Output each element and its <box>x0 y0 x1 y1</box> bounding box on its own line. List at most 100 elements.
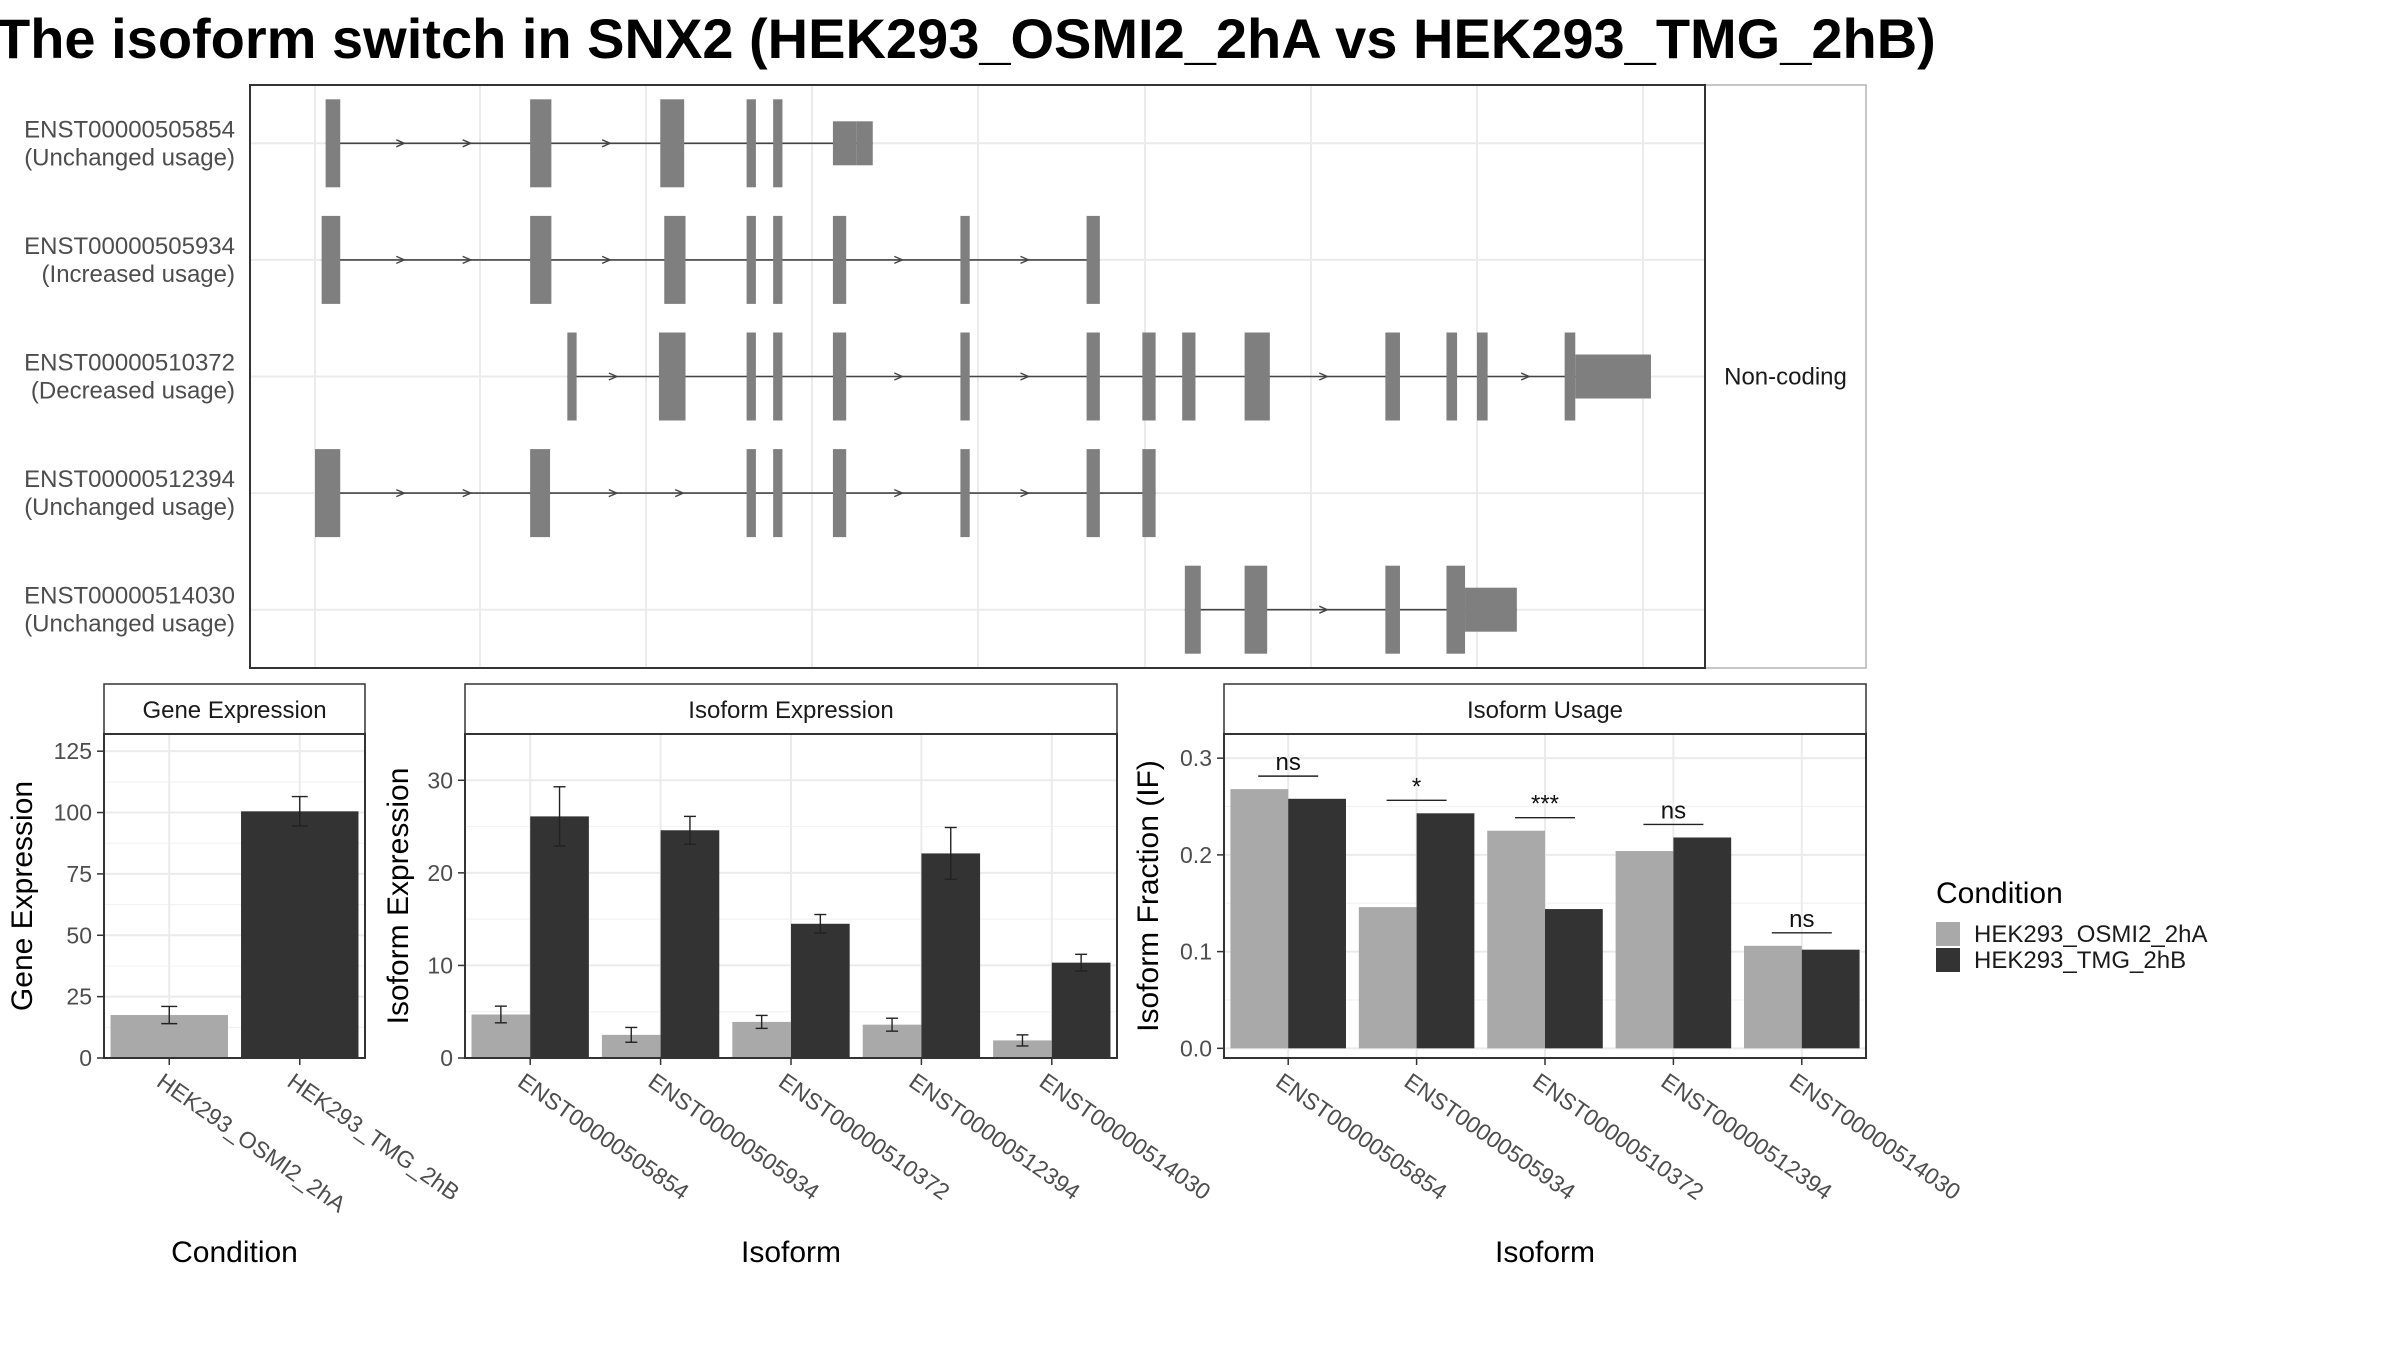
y-tick-label: 0.0 <box>1180 1035 1212 1061</box>
direction-arrow <box>894 255 905 265</box>
exon-block <box>832 449 847 538</box>
direction-arrow <box>674 488 685 498</box>
direction-arrow <box>1020 255 1031 265</box>
bar <box>1673 837 1732 1049</box>
exon-block <box>567 332 577 421</box>
bar <box>791 923 850 1058</box>
exon-block <box>325 99 341 188</box>
direction-arrow <box>894 372 905 381</box>
exon-block <box>1446 565 1466 654</box>
legend-title: Condition <box>1936 877 2063 910</box>
structure-panel-border <box>249 84 1706 669</box>
bar <box>921 853 981 1058</box>
exon-block <box>773 449 783 538</box>
isoform-expression-panel: Isoform Expression0102030ENST00000505854… <box>382 683 1215 1269</box>
direction-arrow <box>608 372 619 381</box>
significance-label: ns <box>1276 749 1301 776</box>
direction-arrow <box>396 255 407 265</box>
transcript-status: (Unchanged usage) <box>24 494 235 521</box>
transcript-structure-panel: ENST00000505854 (Unchanged usage) ENST0000… <box>24 84 1867 669</box>
direction-arrow <box>1520 372 1531 381</box>
exon-block <box>773 99 783 188</box>
direction-arrow <box>462 488 473 498</box>
isoform-usage-panel: Isoform Usage0.00.10.20.3ENST00000505854… <box>1132 683 1965 1269</box>
transcript-label: ENST00000512394 (Unchanged usage) <box>24 466 235 521</box>
exon-block <box>1244 565 1268 654</box>
exon-block <box>1086 215 1100 304</box>
utr-block <box>1465 587 1517 632</box>
direction-arrow <box>894 488 905 498</box>
exon-block <box>1142 449 1156 538</box>
exon-block <box>1086 449 1100 538</box>
exon-block <box>1564 332 1576 421</box>
transcript-id: ENST00000505934 <box>24 233 235 260</box>
y-tick-label: 20 <box>427 860 453 886</box>
exon-block <box>530 99 552 188</box>
bar <box>993 1040 1052 1058</box>
transcript-label: ENST00000510372 (Decreased usage) <box>24 350 235 405</box>
direction-arrow <box>1318 372 1330 381</box>
exon-block <box>1142 332 1156 421</box>
panel-border <box>103 733 366 1059</box>
panel-strip-title: Isoform Expression <box>688 697 893 724</box>
legend-entry-label: HEK293_TMG_2hB <box>1974 947 2186 974</box>
legend-entry-label: HEK293_OSMI2_2hA <box>1974 921 2207 948</box>
x-axis-title: Isoform <box>741 1236 841 1269</box>
exon-block <box>746 332 756 421</box>
y-tick-label: 25 <box>66 984 92 1010</box>
transcript-status: (Decreased usage) <box>31 378 235 405</box>
significance-label: *** <box>1531 791 1559 818</box>
bar <box>1615 851 1674 1049</box>
exon-block <box>746 449 756 538</box>
exon-block <box>1184 565 1201 654</box>
transcript-label: ENST00000505854 (Unchanged usage) <box>24 116 235 171</box>
exon-block <box>960 215 970 304</box>
y-tick-label: 30 <box>427 767 453 793</box>
direction-arrow <box>608 488 619 498</box>
significance-label: ns <box>1789 906 1814 933</box>
direction-arrow <box>396 488 407 498</box>
y-axis-title: Isoform Expression <box>382 768 415 1025</box>
panel-border <box>1223 733 1867 1059</box>
exon-block <box>1385 332 1400 421</box>
utr-block <box>832 121 857 166</box>
exon-block <box>1244 332 1270 421</box>
bar <box>1230 789 1289 1049</box>
direction-arrow <box>601 255 612 265</box>
panel-strip <box>1223 683 1867 735</box>
utr-block <box>856 121 873 166</box>
transcript-status: (Increased usage) <box>42 261 235 288</box>
panel-border <box>464 733 1118 1059</box>
y-tick-label: 0.2 <box>1180 842 1212 868</box>
bar <box>241 811 359 1058</box>
legend-swatch <box>1936 922 1960 946</box>
exon-block <box>658 332 686 421</box>
direction-arrow <box>601 139 612 148</box>
exon-block <box>1086 332 1100 421</box>
y-tick-label: 50 <box>66 922 92 948</box>
exon-block <box>1385 565 1400 654</box>
bar <box>1545 909 1603 1049</box>
x-axis-title: Condition <box>171 1236 298 1269</box>
transcript-id: ENST00000512394 <box>24 466 235 493</box>
y-tick-label: 100 <box>54 800 92 826</box>
y-tick-label: 125 <box>54 738 92 764</box>
bar <box>1288 798 1346 1049</box>
exon-block <box>321 215 341 304</box>
direction-arrow <box>396 139 407 148</box>
exon-block <box>746 215 756 304</box>
figure-title: The isoform switch in SNX2 (HEK293_OSMI2… <box>0 7 1936 70</box>
exon-block <box>746 99 756 188</box>
transcript-id: ENST00000510372 <box>24 350 235 377</box>
y-axis-title: Gene Expression <box>6 781 39 1011</box>
bar <box>530 816 589 1058</box>
exon-block <box>315 449 341 538</box>
exon-block <box>1182 332 1196 421</box>
exon-block <box>832 215 847 304</box>
significance-label: * <box>1412 773 1421 800</box>
direction-arrow <box>462 255 473 265</box>
transcript-status: (Unchanged usage) <box>24 611 235 638</box>
exon-block <box>960 332 970 421</box>
